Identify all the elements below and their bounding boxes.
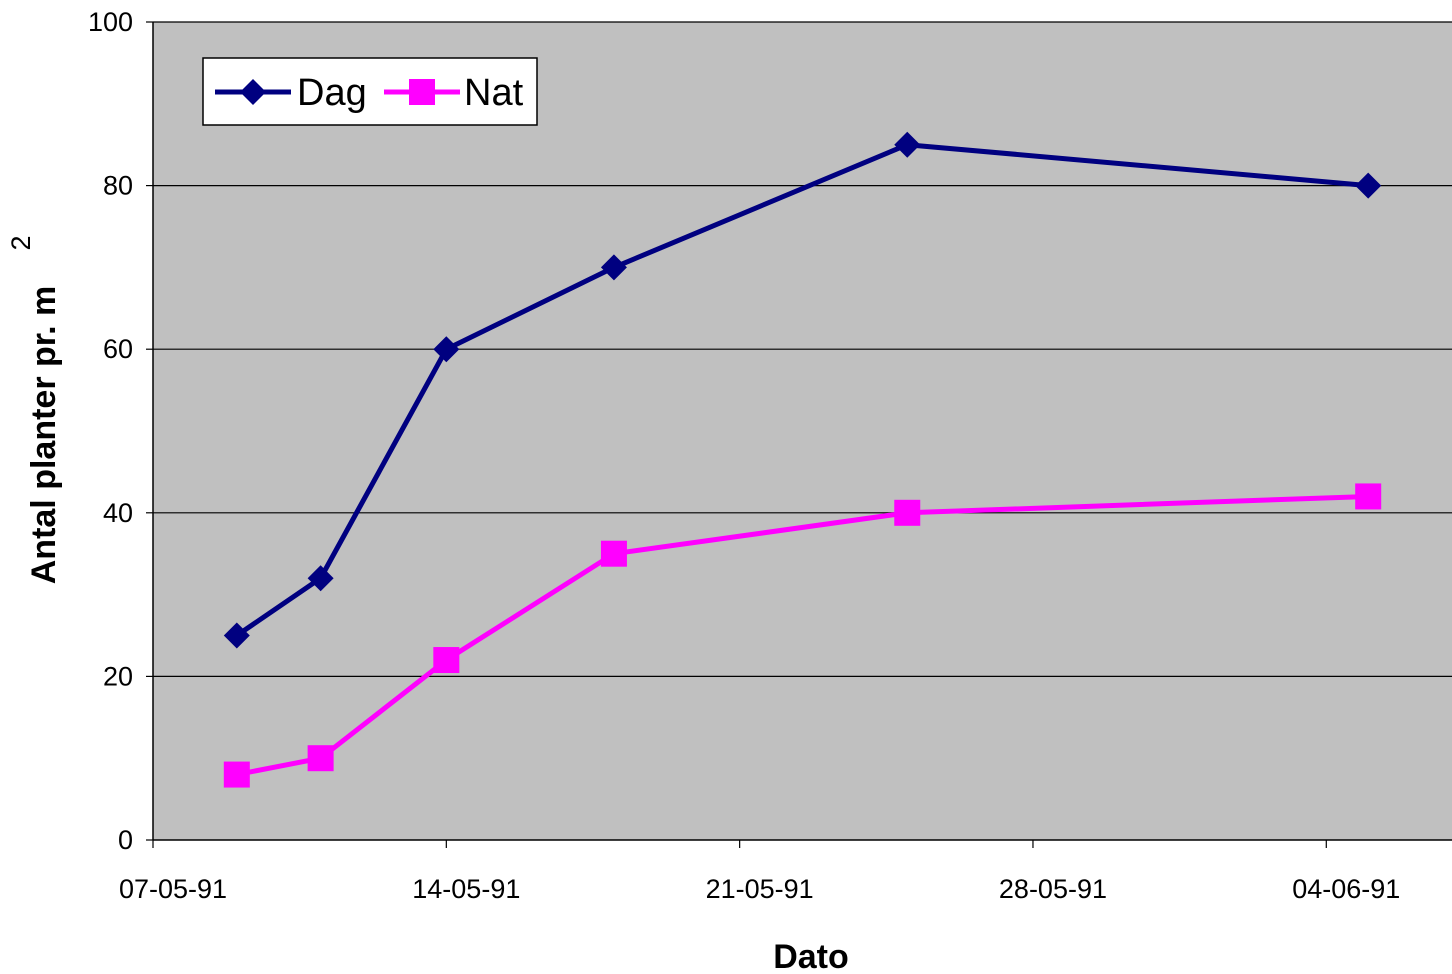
- y-tick-label: 40: [103, 498, 133, 528]
- y-axis-title-superscript: 2: [6, 235, 36, 250]
- y-tick-label: 80: [103, 171, 133, 201]
- plot-area: [153, 22, 1452, 840]
- data-point: [433, 336, 460, 363]
- x-tick-label: 07-05-91: [119, 874, 227, 904]
- legend: Dag Nat: [202, 57, 538, 126]
- y-tick-label: 0: [118, 825, 133, 855]
- data-point: [307, 745, 334, 772]
- x-axis-title: Dato: [773, 938, 849, 974]
- data-point: [307, 565, 334, 592]
- data-point: [223, 761, 250, 788]
- data-point: [600, 254, 627, 281]
- y-tick-labels: 0 20 40 60 80 100: [88, 7, 133, 855]
- x-tick-label: 04-06-91: [1292, 874, 1400, 904]
- series-line: [235, 142, 1369, 638]
- data-point: [894, 499, 921, 526]
- series-nat: [223, 483, 1382, 788]
- series-line: [236, 493, 1369, 778]
- y-axis-title: Antal planter pr. m: [25, 286, 63, 585]
- x-tick-label: 21-05-91: [706, 874, 814, 904]
- data-point: [600, 540, 627, 567]
- y-tick-label: 20: [103, 661, 133, 691]
- series-dag: [223, 131, 1382, 649]
- y-tick-label: 100: [88, 7, 133, 37]
- data-point: [223, 622, 250, 649]
- x-tick-label: 28-05-91: [999, 874, 1107, 904]
- x-tick-label: 14-05-91: [412, 874, 520, 904]
- data-point: [1355, 172, 1382, 199]
- legend-label: Dag: [297, 72, 367, 114]
- data-point: [433, 647, 460, 674]
- x-tick-labels: 07-05-91 14-05-91 21-05-91 28-05-91 04-06-91: [119, 840, 1400, 904]
- gridlines: [146, 21, 1452, 841]
- data-point: [894, 131, 921, 158]
- legend-marker: [240, 79, 266, 105]
- axes: [152, 22, 1452, 841]
- y-tick-label: 60: [103, 334, 133, 364]
- series-group: [223, 131, 1382, 788]
- data-point: [1355, 483, 1382, 510]
- legend-marker: [409, 79, 435, 105]
- legend-label: Nat: [464, 72, 524, 114]
